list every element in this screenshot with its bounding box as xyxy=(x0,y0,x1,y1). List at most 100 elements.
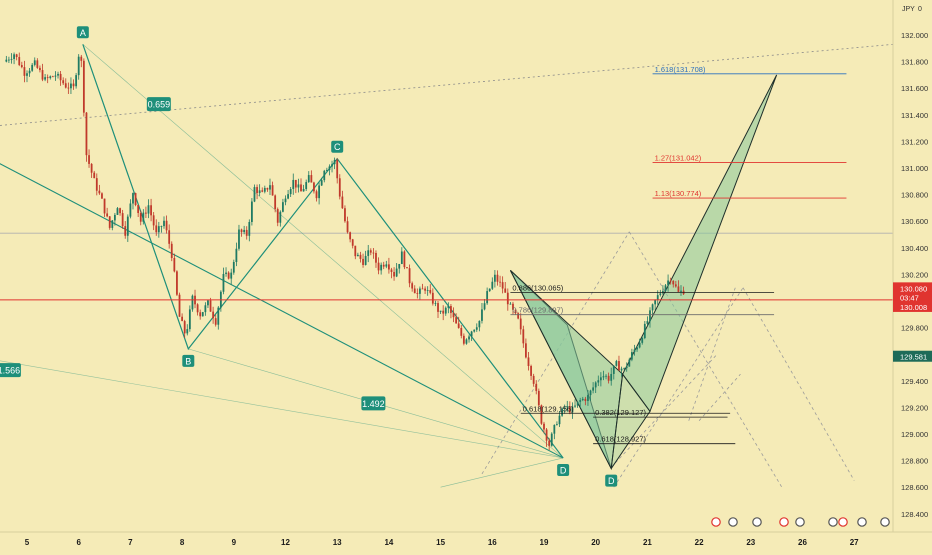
ratio-label: 1.566 xyxy=(0,366,20,376)
price-axis[interactable]: JPY0132.0132.000131.800131.600131.400131… xyxy=(892,0,932,550)
candle-body xyxy=(36,60,39,68)
dashed-projection-line xyxy=(698,373,741,421)
candle-body xyxy=(142,212,145,222)
price-tick-label: 130.400 xyxy=(901,244,928,253)
price-tick-label: 129.400 xyxy=(901,377,928,386)
candle-body xyxy=(67,87,70,89)
candle-body xyxy=(10,58,13,60)
event-marker-icon[interactable] xyxy=(880,517,890,527)
candle-body xyxy=(504,288,507,293)
candle-body xyxy=(589,390,592,396)
candle-body xyxy=(429,290,432,293)
candle-body xyxy=(558,415,561,425)
time-tick-label: 8 xyxy=(180,538,185,547)
time-tick-label: 23 xyxy=(746,538,755,547)
candle-body xyxy=(638,342,641,348)
candle-body xyxy=(98,190,101,194)
candle-body xyxy=(475,327,478,330)
fib-level-label: 0.886(130.065) xyxy=(512,283,563,292)
background-layer xyxy=(0,43,894,488)
candle-body xyxy=(408,268,411,284)
event-marker-icon[interactable] xyxy=(838,517,848,527)
candle-body xyxy=(250,201,253,222)
candle-body xyxy=(439,310,442,312)
time-axis[interactable]: 5 6 7 8 9 12 13 14 15 16 19 20 21 22 23 26 27 xyxy=(0,517,932,550)
price-tick-label: 130.600 xyxy=(901,217,928,226)
candle-body xyxy=(106,213,109,217)
event-marker-icon[interactable] xyxy=(711,517,721,527)
candle-body xyxy=(13,54,15,59)
candle-body xyxy=(501,282,504,289)
candle-body xyxy=(349,232,352,240)
dashed-projection-line xyxy=(481,231,630,475)
price-axis-background xyxy=(893,0,932,550)
candle-body xyxy=(163,220,165,227)
candle-body xyxy=(51,76,54,78)
event-marker-icon[interactable] xyxy=(828,517,838,527)
time-tick-label: 20 xyxy=(591,538,600,547)
candle-body xyxy=(553,424,556,434)
candle-body xyxy=(674,284,677,287)
event-marker-icon[interactable] xyxy=(728,517,738,527)
candle-body xyxy=(328,166,331,170)
candle-body xyxy=(325,169,328,171)
candle-body xyxy=(535,383,538,391)
candle-body xyxy=(351,239,354,246)
candle-body xyxy=(607,375,610,381)
diagonal-trend-line xyxy=(0,163,564,459)
candle-body xyxy=(488,288,491,292)
candle-body xyxy=(594,382,597,388)
candle-body xyxy=(656,295,659,300)
candle-body xyxy=(95,178,98,191)
candle-body xyxy=(276,209,279,223)
candle-body xyxy=(517,313,520,319)
candle-body xyxy=(173,258,176,272)
event-marker-icon[interactable] xyxy=(857,517,867,527)
candle-body xyxy=(649,310,651,322)
candle-body xyxy=(664,285,667,291)
candle-body xyxy=(269,185,271,190)
candle-body xyxy=(199,312,202,317)
candle-body xyxy=(323,170,326,181)
price-tick-label: 129.000 xyxy=(901,430,928,439)
time-tick-label: 7 xyxy=(128,538,133,547)
time-tick-label: 27 xyxy=(850,538,859,547)
price-tick-label: 128.400 xyxy=(901,510,928,519)
price-tick-label: 128.600 xyxy=(901,483,928,492)
candle-body xyxy=(612,365,615,374)
fib-level-label: 0.382(129.127) xyxy=(595,408,646,417)
candle-body xyxy=(496,274,499,282)
candle-body xyxy=(667,280,669,286)
candle-body xyxy=(473,329,476,332)
candle-body xyxy=(294,179,297,188)
candle-body xyxy=(155,225,158,233)
fibonacci-layer: 1.618(131.708) 1.27(131.042) 1.13(130.774)… xyxy=(0,65,893,445)
event-marker-icon[interactable] xyxy=(779,517,789,527)
candle-body xyxy=(550,433,553,446)
candle-body xyxy=(207,300,209,306)
candle-body xyxy=(669,280,672,282)
candle-body xyxy=(483,303,486,310)
candle-body xyxy=(377,262,380,271)
candle-body xyxy=(620,368,623,371)
pattern-labels-layer: A B C D D 0.659 1.566 1.492 xyxy=(0,26,618,487)
candle-body xyxy=(444,307,447,314)
event-marker-icon[interactable] xyxy=(795,517,805,527)
candle-body xyxy=(519,318,522,330)
candle-body xyxy=(31,64,34,71)
time-tick-label: 26 xyxy=(798,538,807,547)
candle-body xyxy=(623,368,626,369)
candle-body xyxy=(566,406,569,408)
candle-body xyxy=(183,321,186,334)
time-tick-label: 9 xyxy=(232,538,237,547)
price-tick-label: 131.200 xyxy=(901,137,928,146)
candle-body xyxy=(90,163,93,173)
candle-body xyxy=(75,75,78,87)
candle-body xyxy=(561,408,563,416)
pattern-point-badge xyxy=(331,140,344,153)
candle-body xyxy=(419,288,421,294)
event-marker-icon[interactable] xyxy=(752,517,762,527)
candle-body xyxy=(403,251,406,268)
